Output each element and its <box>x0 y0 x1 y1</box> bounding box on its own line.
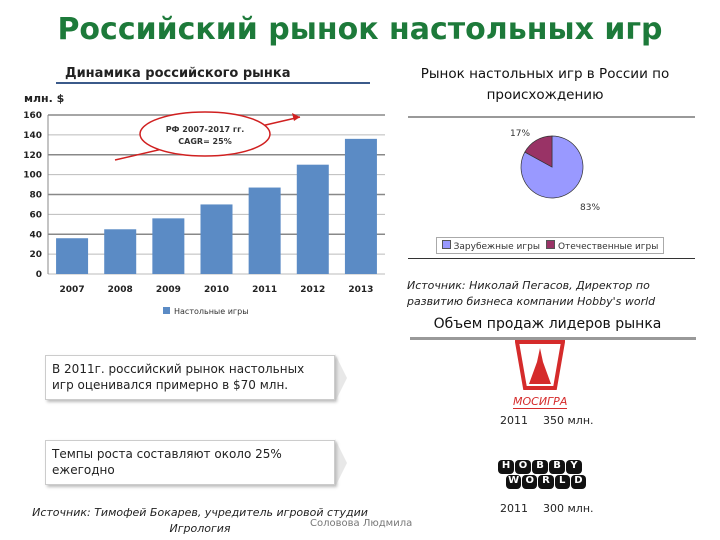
fact-box-market-size: В 2011г. российский рынок настольных игр… <box>45 355 335 400</box>
legend-item-domestic: Отечественные игры <box>545 239 658 252</box>
mosigra-logo <box>515 340 565 390</box>
pie-slice <box>524 135 553 168</box>
x-tick-label: 2013 <box>348 285 373 295</box>
arrow-head <box>292 113 300 121</box>
bar-2008 <box>104 229 137 274</box>
pie-source: Источник: Николай Пегасов, Директор по ра… <box>407 279 656 308</box>
divider <box>408 116 695 118</box>
pie-legend: Зарубежные игры Отечественные игры <box>436 237 664 254</box>
legend-label: Настольные игры <box>174 307 249 316</box>
divider <box>408 258 695 259</box>
x-tick-label: 2008 <box>108 285 133 295</box>
pie-chart: 83% 17% <box>510 129 600 213</box>
legend-item-foreign: Зарубежные игры <box>441 239 540 252</box>
pie-label: 17% <box>510 129 530 139</box>
bar-2011 <box>248 187 281 274</box>
y-tick-label: 160 <box>23 111 42 121</box>
title-underline <box>56 82 370 84</box>
y-tick-label: 140 <box>23 131 42 141</box>
leaders-title: Объем продаж лидеров рынка <box>433 316 662 332</box>
chevron-arrow <box>335 354 347 402</box>
mosigra-sales: 350 млн. <box>543 414 594 427</box>
y-tick-label: 0 <box>36 270 42 280</box>
cagr-ellipse <box>139 111 271 157</box>
x-tick-label: 2011 <box>252 285 277 295</box>
hobby-world-sales: 300 млн. <box>543 502 594 515</box>
bar-2012 <box>296 164 329 274</box>
y-tick-label: 80 <box>29 191 42 201</box>
bar-2013 <box>344 138 377 274</box>
hobby-world-year: 2011 <box>500 502 528 515</box>
mosigra-logo-text: МОСИГРА <box>513 395 568 409</box>
divider <box>410 337 696 340</box>
y-tick-label: 20 <box>29 250 42 260</box>
cagr-annotation: РФ 2007-2017 гг. <box>166 125 245 134</box>
x-tick-label: 2007 <box>60 285 85 295</box>
cagr-annotation: CAGR= 25% <box>178 137 231 146</box>
bar-2009 <box>152 218 185 274</box>
y-tick-label: 60 <box>29 210 42 220</box>
x-tick-label: 2012 <box>300 285 325 295</box>
bar-2010 <box>200 204 233 274</box>
y-axis-label: млн. $ <box>24 92 65 105</box>
author: Соловова Людмила <box>310 518 413 529</box>
bar-chart: 0 20 40 60 80 100 120 140 160 2007 2008 2009 2010 201… <box>23 111 385 316</box>
slide-title: Российский рынок настольных игр <box>57 12 663 47</box>
pie-label: 83% <box>580 203 600 213</box>
x-tick-label: 2010 <box>204 285 229 295</box>
chevron-arrow <box>335 439 347 487</box>
mosigra-year: 2011 <box>500 414 528 427</box>
x-tick-label: 2009 <box>156 285 181 295</box>
pie-chart-title: Рынок настольных игр в России по происхо… <box>420 66 670 103</box>
bottom-source: Источник: Тимофей Бокарев, учредитель иг… <box>32 506 368 535</box>
bar-2007 <box>56 238 89 274</box>
bar-chart-title: Динамика российского рынка <box>65 66 291 81</box>
y-tick-label: 120 <box>23 151 42 161</box>
y-tick-label: 100 <box>23 171 42 181</box>
y-tick-label: 40 <box>29 230 42 240</box>
legend-swatch <box>163 307 170 314</box>
fact-box-growth: Темпы роста составляют около 25% ежегодн… <box>45 440 335 485</box>
